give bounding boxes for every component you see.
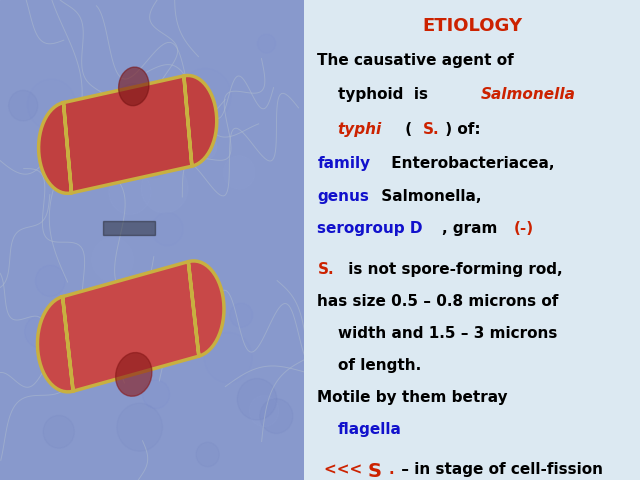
Ellipse shape [109, 170, 151, 215]
Text: ETIOLOGY: ETIOLOGY [422, 17, 522, 35]
Text: Motile by them betray: Motile by them betray [317, 390, 508, 405]
Text: S: S [368, 462, 382, 480]
Ellipse shape [116, 352, 152, 396]
Ellipse shape [109, 359, 126, 377]
Text: .: . [388, 462, 394, 477]
Text: width and 1.5 – 3 microns: width and 1.5 – 3 microns [338, 326, 557, 341]
Ellipse shape [87, 347, 100, 360]
Ellipse shape [44, 415, 74, 448]
Ellipse shape [25, 316, 55, 348]
Text: is not spore-forming rod,: is not spore-forming rod, [342, 262, 563, 276]
Bar [104, 221, 155, 235]
Text: ) of:: ) of: [440, 122, 481, 137]
Text: – in stage of cell-fission: – in stage of cell-fission [396, 462, 604, 477]
Polygon shape [38, 261, 224, 392]
Text: S.: S. [423, 122, 440, 137]
Ellipse shape [159, 332, 189, 363]
Ellipse shape [192, 134, 217, 160]
Ellipse shape [237, 378, 276, 420]
Text: typhoid  is: typhoid is [338, 87, 433, 102]
Text: The causative agent of: The causative agent of [317, 53, 514, 68]
Text: Enterobacteriacea,: Enterobacteriacea, [387, 156, 555, 171]
Text: S.: S. [317, 262, 334, 276]
Text: typhi: typhi [338, 122, 382, 137]
Ellipse shape [118, 67, 149, 106]
Text: <<<: <<< [324, 462, 367, 477]
Text: (-): (-) [514, 221, 534, 236]
Text: flagella: flagella [338, 422, 401, 437]
Text: Salmonella: Salmonella [481, 87, 575, 102]
Text: , gram: , gram [442, 221, 502, 236]
Ellipse shape [113, 84, 154, 126]
Ellipse shape [9, 90, 38, 121]
Ellipse shape [196, 442, 220, 467]
Ellipse shape [141, 164, 188, 213]
Text: Salmonella,: Salmonella, [376, 189, 482, 204]
Ellipse shape [249, 396, 279, 427]
Ellipse shape [36, 265, 65, 297]
Ellipse shape [230, 303, 253, 327]
Text: serogroup D: serogroup D [317, 221, 423, 236]
Polygon shape [38, 75, 217, 193]
Ellipse shape [92, 238, 134, 282]
Text: genus: genus [317, 189, 369, 204]
Ellipse shape [260, 399, 293, 433]
Ellipse shape [223, 156, 255, 189]
Ellipse shape [152, 213, 183, 246]
Ellipse shape [129, 130, 175, 178]
Text: (: ( [400, 122, 417, 137]
Ellipse shape [122, 279, 169, 329]
Text: has size 0.5 – 0.8 microns of: has size 0.5 – 0.8 microns of [317, 294, 559, 309]
Text: of length.: of length. [338, 358, 421, 373]
Ellipse shape [257, 34, 276, 53]
Ellipse shape [106, 135, 138, 169]
Ellipse shape [63, 156, 77, 171]
Text: family: family [317, 156, 371, 171]
Ellipse shape [117, 403, 163, 451]
Ellipse shape [143, 380, 170, 408]
